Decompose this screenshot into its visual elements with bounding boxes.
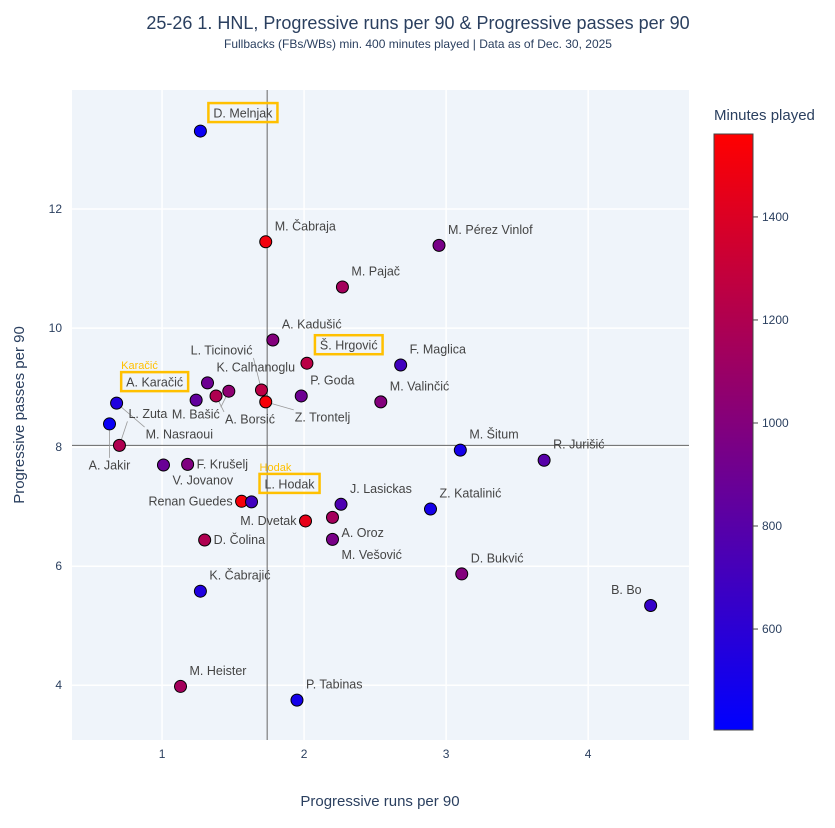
- data-point: [300, 356, 314, 370]
- data-point-label: K. Čabrajić: [209, 568, 270, 583]
- data-point-label: M. Čabraja: [275, 218, 336, 233]
- data-point-label: M. Heister: [190, 664, 247, 678]
- data-point-label: M. Vešović: [341, 548, 401, 562]
- data-point: [374, 395, 388, 409]
- data-point-label: F. Krušelj: [197, 457, 248, 471]
- data-point-label: Š. Hrgović: [320, 338, 378, 353]
- data-point-label: L. Ticinović: [191, 344, 253, 358]
- data-point-label: A. Kadušić: [282, 318, 342, 332]
- data-point: [537, 453, 551, 467]
- data-point: [266, 333, 280, 347]
- x-tick-label: 4: [585, 747, 592, 761]
- data-point-label: V. Jovanov: [172, 474, 233, 488]
- data-point-label: D. Čolina: [214, 532, 265, 547]
- data-point-label: M. Dvetak: [240, 514, 297, 528]
- data-point-label: M. Bašić: [172, 408, 220, 422]
- data-point-label: M. Valinčić: [390, 379, 450, 393]
- data-point: [245, 495, 259, 509]
- data-point-label: D. Bukvić: [471, 551, 524, 565]
- data-point: [299, 514, 313, 528]
- data-point: [453, 443, 467, 457]
- y-tick-label: 8: [55, 440, 62, 454]
- data-point: [259, 235, 273, 249]
- highlight-box: [207, 101, 279, 124]
- colorbar-tick-label: 1400: [762, 210, 789, 224]
- data-point: [325, 510, 339, 524]
- data-point-label: A. Jakir: [89, 458, 131, 472]
- data-point-label: L. Zuta: [128, 407, 167, 421]
- data-point: [193, 124, 207, 138]
- data-point: [254, 383, 268, 397]
- plot-area: [72, 90, 689, 740]
- data-point: [294, 389, 308, 403]
- data-point-label: M. Pérez Vinlof: [448, 223, 533, 237]
- data-point: [432, 238, 446, 252]
- data-point-label: Z. Trontelj: [295, 410, 351, 424]
- data-point: [174, 679, 188, 693]
- data-point-label: P. Tabinas: [306, 678, 363, 692]
- data-point: [394, 358, 408, 372]
- data-point-label: A. Oroz: [341, 526, 383, 540]
- data-point: [189, 393, 203, 407]
- colorbar-tick-label: 600: [762, 622, 782, 636]
- data-point: [644, 598, 658, 612]
- data-point: [209, 389, 223, 403]
- y-tick-label: 6: [55, 559, 62, 573]
- highlight-box: [313, 333, 384, 356]
- data-point: [259, 395, 273, 409]
- data-point-label: Z. Katalinić: [439, 487, 501, 501]
- data-point-label: A. Karačić: [126, 376, 183, 390]
- data-point-label: J. Lasickas: [350, 482, 412, 496]
- data-point: [112, 438, 126, 452]
- data-point-label: L. Hodak: [265, 477, 316, 491]
- data-point: [102, 417, 116, 431]
- colorbar-title: Minutes played: [714, 107, 815, 124]
- data-point-label: A. Borsić: [225, 412, 275, 426]
- data-point-label: M. Nasraoui: [146, 428, 213, 442]
- data-point-label: F. Maglica: [410, 343, 466, 357]
- chart-subtitle: Fullbacks (FBs/WBs) min. 400 minutes pla…: [224, 37, 612, 51]
- x-tick-label: 1: [159, 747, 166, 761]
- colorbar-tick-label: 800: [762, 519, 782, 533]
- data-point: [193, 584, 207, 598]
- data-point: [201, 376, 215, 390]
- data-point: [181, 457, 195, 471]
- x-tick-label: 3: [443, 747, 450, 761]
- y-tick-label: 4: [55, 678, 62, 692]
- colorbar-tick-label: 1000: [762, 416, 789, 430]
- data-point-label: M. Pajač: [351, 265, 400, 279]
- x-tick-label: 2: [301, 747, 308, 761]
- y-tick-label: 12: [49, 202, 63, 216]
- data-point: [455, 567, 469, 581]
- highlight-tag: Karačić: [121, 360, 158, 372]
- data-point-label: R. Jurišić: [553, 438, 604, 452]
- colorbar-tick-label: 1200: [762, 313, 789, 327]
- data-point-label: Renan Guedes: [148, 494, 232, 508]
- data-point-label: K. Calhanoglu: [217, 360, 296, 374]
- data-point: [423, 502, 437, 516]
- highlight-box: [119, 370, 190, 393]
- data-point-label: P. Goda: [310, 373, 354, 387]
- chart-title: 25-26 1. HNL, Progressive runs per 90 & …: [146, 13, 689, 33]
- highlight-tag: Hodak: [260, 462, 292, 474]
- y-tick-label: 10: [49, 321, 63, 335]
- data-point: [335, 280, 349, 294]
- x-axis-label: Progressive runs per 90: [300, 793, 459, 810]
- data-point: [198, 533, 212, 547]
- highlight-box: [258, 472, 321, 495]
- data-point: [290, 693, 304, 707]
- colorbar: [713, 133, 754, 731]
- data-point-label: M. Šitum: [469, 427, 518, 442]
- data-point-label: D. Melnjak: [213, 107, 273, 121]
- data-point: [334, 497, 348, 511]
- data-point: [222, 384, 236, 398]
- data-point: [110, 396, 124, 410]
- data-point-label: B. Bo: [611, 583, 642, 597]
- data-point: [156, 458, 170, 472]
- data-point: [325, 532, 339, 546]
- y-axis-label: Progressive passes per 90: [11, 326, 28, 504]
